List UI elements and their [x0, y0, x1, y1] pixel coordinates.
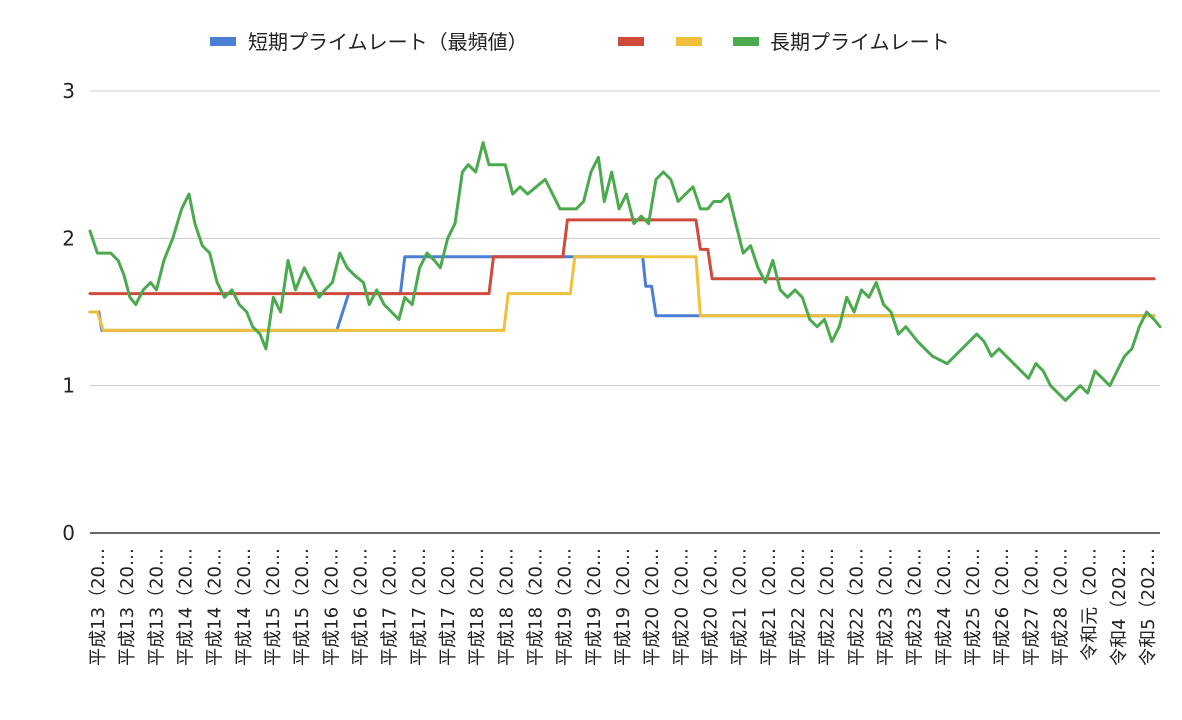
x-tick-label: 平成20（20… [701, 548, 722, 666]
legend: 短期プライムレート（最頻値） 長期プライムレート [210, 30, 950, 54]
legend-swatch [733, 37, 759, 46]
x-axis-ticks: 平成13（20… 平成13（20… 平成13（20… 平成14（20… 平成14（20…… [88, 548, 1159, 666]
x-tick-label: 平成22（20… [846, 548, 867, 666]
x-tick-label: 平成25（20… [963, 548, 984, 666]
x-tick-label: 平成15（20… [292, 548, 313, 666]
legend-swatch [676, 37, 702, 46]
legend-swatch [618, 37, 644, 46]
series-line-4 [88, 141, 1162, 402]
y-tick-label: 1 [62, 374, 75, 398]
x-tick-label: 平成16（20… [351, 548, 372, 666]
x-tick-label: 令和4（202… [1109, 548, 1130, 666]
x-tick-label: 平成17（20… [409, 548, 430, 666]
legend-label: 長期プライムレート [770, 30, 950, 54]
series-line-3 [88, 255, 1156, 332]
y-tick-label: 3 [62, 79, 75, 103]
x-tick-label: 平成19（20… [613, 548, 634, 666]
x-tick-label: 平成16（20… [321, 548, 342, 666]
y-tick-label: 2 [62, 226, 75, 250]
x-tick-label: 平成26（20… [992, 548, 1013, 666]
x-tick-label: 平成19（20… [555, 548, 576, 666]
x-tick-label: 平成13（20… [146, 548, 167, 666]
x-tick-label: 平成14（20… [205, 548, 226, 666]
x-tick-label: 平成21（20… [730, 548, 751, 666]
x-tick-label: 平成28（20… [1051, 548, 1072, 666]
x-tick-label: 平成18（20… [496, 548, 517, 666]
x-tick-label: 平成18（20… [526, 548, 547, 666]
x-tick-label: 平成20（20… [671, 548, 692, 666]
x-tick-label: 令和元（20… [1080, 548, 1101, 661]
gridlines [90, 90, 1160, 534]
x-tick-label: 平成20（20… [642, 548, 663, 666]
x-tick-label: 平成21（20… [759, 548, 780, 666]
x-tick-label: 令和5（202… [1138, 548, 1159, 666]
x-tick-label: 平成14（20… [176, 548, 197, 666]
x-tick-label: 平成18（20… [467, 548, 488, 666]
x-tick-label: 平成27（20… [1021, 548, 1042, 666]
x-tick-label: 平成17（20… [380, 548, 401, 666]
y-tick-label: 0 [62, 521, 75, 545]
y-axis-ticks: 0 1 2 3 [62, 79, 75, 545]
x-tick-label: 平成19（20… [584, 548, 605, 666]
x-tick-label: 平成24（20… [934, 548, 955, 666]
x-tick-label: 平成15（20… [263, 548, 284, 666]
x-tick-label: 平成22（20… [817, 548, 838, 666]
x-tick-label: 平成23（20… [876, 548, 897, 666]
x-tick-label: 平成22（20… [788, 548, 809, 666]
x-tick-label: 平成17（20… [438, 548, 459, 666]
x-tick-label: 平成13（20… [88, 548, 109, 666]
series-lines [88, 141, 1162, 402]
x-tick-label: 平成14（20… [234, 548, 255, 666]
x-tick-label: 平成23（20… [905, 548, 926, 666]
x-tick-label: 平成13（20… [117, 548, 138, 666]
legend-swatch [210, 37, 236, 46]
legend-label: 短期プライムレート（最頻値） [248, 30, 528, 54]
